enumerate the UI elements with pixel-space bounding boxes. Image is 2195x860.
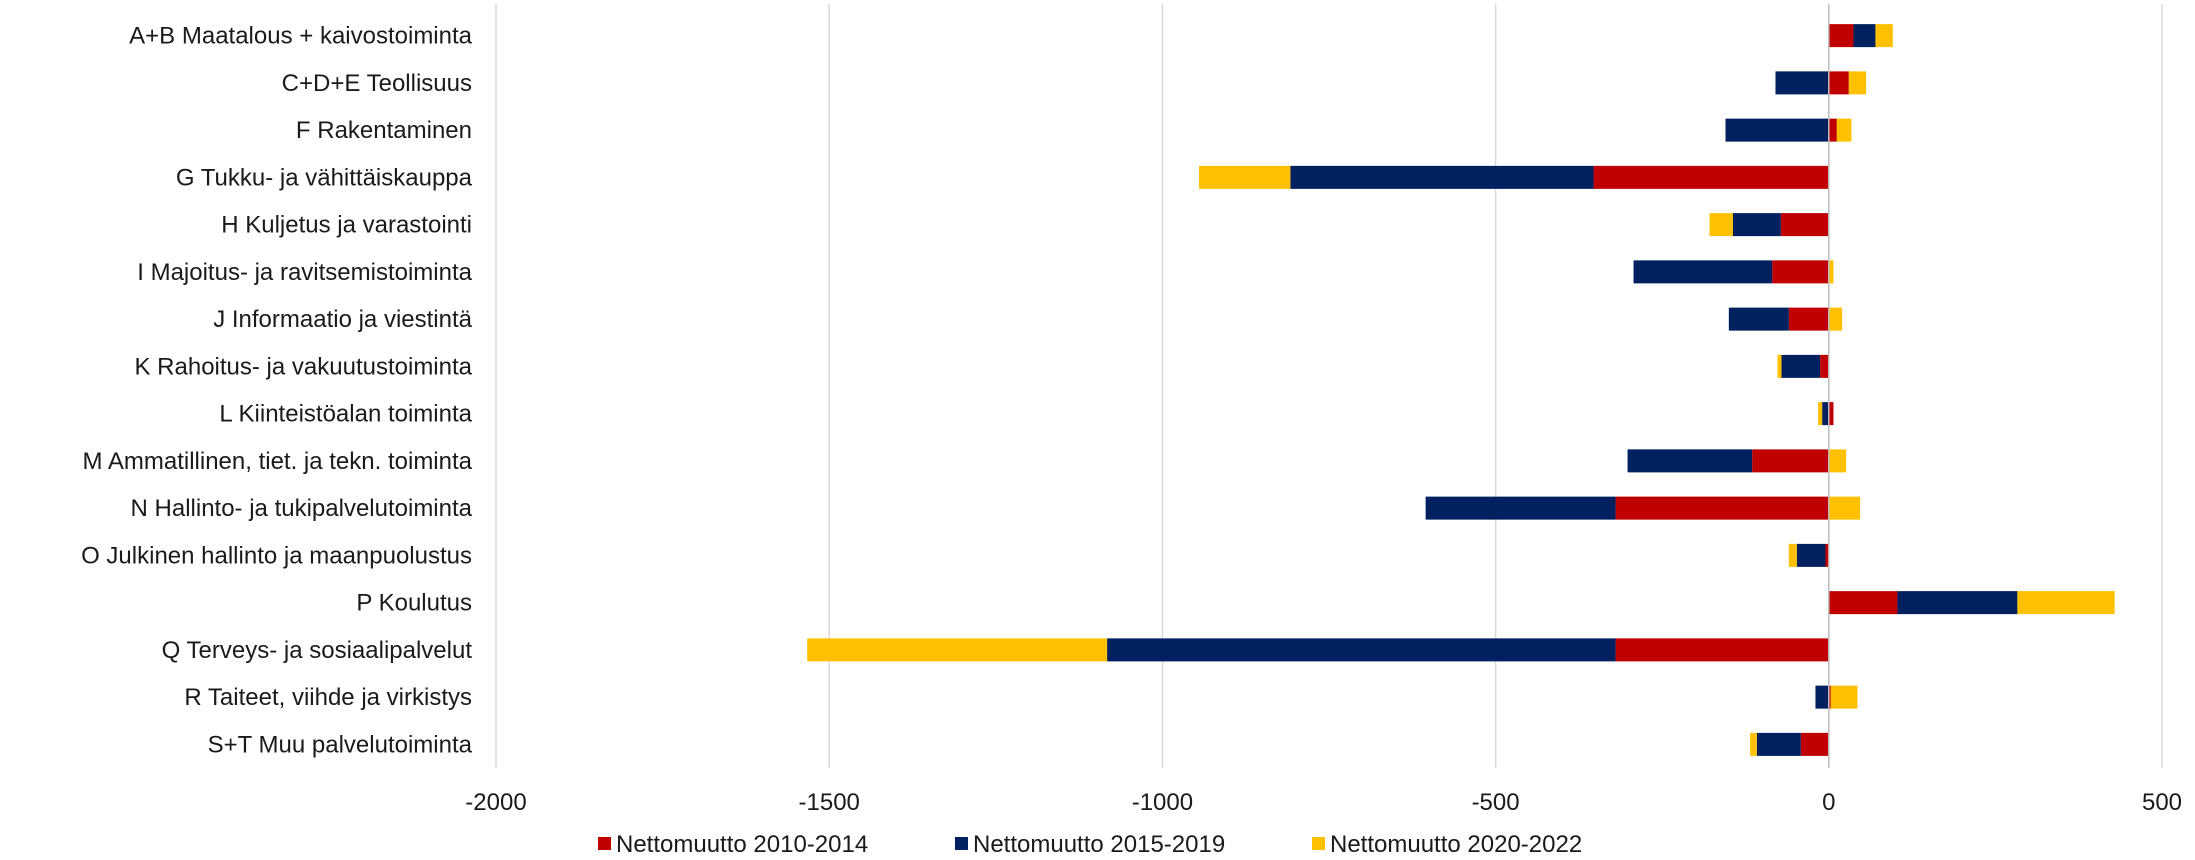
bar-2-2 — [1725, 118, 1829, 142]
bar-1-10 — [1615, 496, 1829, 520]
x-tick-label: -500 — [1472, 789, 1520, 816]
bar-3-5 — [1828, 260, 1834, 284]
bar-1-3 — [1593, 165, 1829, 189]
bar-3-7 — [1777, 354, 1782, 378]
category-label: P Koulutus — [356, 590, 472, 617]
category-label: R Taiteet, viihde ja virkistys — [184, 684, 472, 711]
bar-2-0 — [1853, 24, 1876, 48]
bar-3-6 — [1828, 307, 1843, 331]
bar-2-9 — [1627, 449, 1753, 473]
category-label: O Julkinen hallinto ja maanpuolustus — [81, 542, 472, 569]
bar-1-4 — [1780, 213, 1829, 237]
bar-1-2 — [1828, 118, 1837, 142]
bar-1-12 — [1828, 591, 1898, 615]
bar-2-10 — [1425, 496, 1616, 520]
category-label: Q Terveys- ja sosiaalipalvelut — [162, 637, 473, 664]
bar-2-14 — [1815, 685, 1829, 709]
bar-1-7 — [1820, 354, 1829, 378]
bar-2-13 — [1107, 638, 1616, 662]
bar-2-8 — [1822, 402, 1829, 426]
category-label: F Rakentaminen — [296, 117, 472, 144]
category-label: N Hallinto- ja tukipalvelutoiminta — [131, 495, 473, 522]
legend-label-3: Nettomuutto 2020-2022 — [1330, 831, 1582, 858]
bar-1-1 — [1828, 71, 1849, 95]
bar-3-9 — [1828, 449, 1847, 473]
bar-3-4 — [1709, 213, 1733, 237]
bar-1-13 — [1615, 638, 1829, 662]
category-label: J Informaatio ja viestintä — [213, 306, 472, 333]
category-label: A+B Maatalous + kaivostoiminta — [129, 23, 472, 50]
category-label: L Kiinteistöalan toiminta — [219, 401, 472, 428]
bar-3-1 — [1848, 71, 1867, 95]
bar-3-14 — [1830, 685, 1858, 709]
x-tick-label: 500 — [2142, 789, 2182, 816]
x-tick-label: -1000 — [1132, 789, 1193, 816]
bar-1-11 — [1825, 543, 1829, 567]
bar-1-9 — [1752, 449, 1829, 473]
category-label: C+D+E Teollisuus — [282, 70, 472, 97]
legend-swatch-2 — [955, 837, 968, 850]
bar-2-1 — [1775, 71, 1829, 95]
bar-1-0 — [1828, 24, 1854, 48]
x-tick-label: -2000 — [465, 789, 526, 816]
legend-label-1: Nettomuutto 2010-2014 — [616, 831, 868, 858]
bar-2-7 — [1781, 354, 1821, 378]
bar-3-12 — [2017, 591, 2115, 615]
bar-2-11 — [1796, 543, 1826, 567]
bar-2-6 — [1728, 307, 1789, 331]
bar-2-15 — [1756, 732, 1801, 756]
category-label: I Majoitus- ja ravitsemistoiminta — [137, 259, 472, 286]
bar-2-5 — [1633, 260, 1773, 284]
legend-label-2: Nettomuutto 2015-2019 — [973, 831, 1225, 858]
x-tick-label: 0 — [1822, 789, 1835, 816]
bar-1-6 — [1788, 307, 1829, 331]
bar-3-8 — [1818, 402, 1823, 426]
legend-swatch-3 — [1312, 837, 1325, 850]
category-label: M Ammatillinen, tiet. ja tekn. toiminta — [83, 448, 473, 475]
bar-1-8 — [1828, 402, 1834, 426]
category-label: H Kuljetus ja varastointi — [221, 212, 472, 239]
bar-3-13 — [807, 638, 1108, 662]
bar-3-10 — [1828, 496, 1861, 520]
bar-2-12 — [1897, 591, 2018, 615]
bar-3-2 — [1836, 118, 1852, 142]
bar-2-4 — [1732, 213, 1781, 237]
bar-3-0 — [1875, 24, 1893, 48]
bar-3-15 — [1750, 732, 1757, 756]
bar-3-11 — [1788, 543, 1797, 567]
bar-2-3 — [1290, 165, 1594, 189]
x-tick-label: -1500 — [799, 789, 860, 816]
bar-1-14 — [1828, 685, 1831, 709]
bar-3-3 — [1199, 165, 1291, 189]
category-label: G Tukku- ja vähittäiskauppa — [176, 164, 473, 191]
bar-1-5 — [1772, 260, 1829, 284]
legend-swatch-1 — [598, 837, 611, 850]
category-label: S+T Muu palvelutoiminta — [208, 731, 473, 758]
bar-1-15 — [1800, 732, 1829, 756]
category-label: K Rahoitus- ja vakuutustoiminta — [135, 353, 473, 380]
